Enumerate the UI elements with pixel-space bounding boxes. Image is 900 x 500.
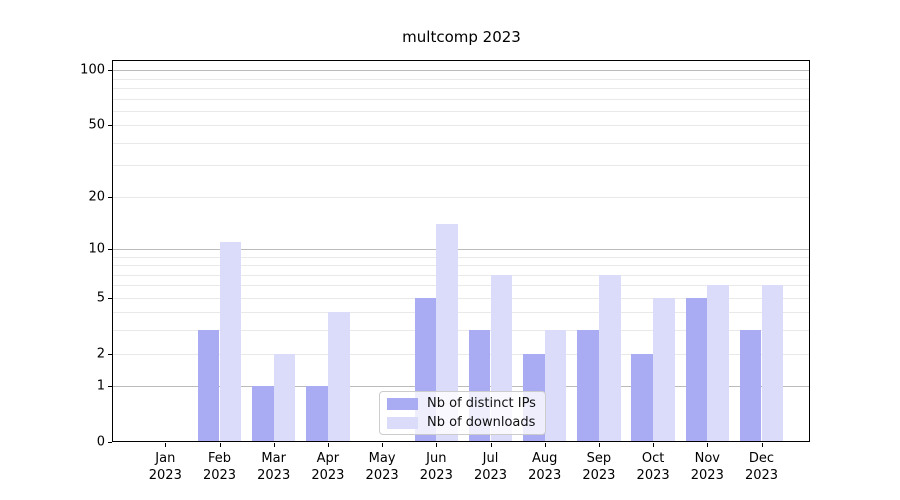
x-tick-label: Apr 2023: [311, 451, 345, 483]
bar: [252, 386, 274, 442]
x-tick: [598, 443, 600, 447]
y-tick-label: 2: [96, 346, 105, 361]
x-tick-label: Mar 2023: [257, 451, 291, 483]
y-tick-label: 10: [88, 241, 105, 257]
legend-entry: Nb of distinct IPs: [387, 396, 538, 411]
legend: Nb of distinct IPs Nb of downloads: [379, 391, 546, 435]
x-tick-label: Jun 2023: [419, 451, 453, 483]
x-tick: [382, 443, 384, 447]
x-tick: [219, 443, 221, 447]
x-tick-label: Aug 2023: [528, 451, 562, 483]
legend-swatch: [387, 397, 418, 410]
gridline-minor: [113, 88, 810, 90]
legend-label: Nb of downloads: [427, 415, 536, 430]
bar: [653, 297, 675, 442]
x-tick: [273, 443, 275, 447]
bar: [739, 330, 762, 442]
gridline-major: [113, 248, 810, 250]
legend-entry: Nb of downloads: [387, 415, 538, 430]
x-tick: [436, 443, 438, 447]
gridline-minor: [113, 98, 810, 100]
bar: [273, 353, 296, 442]
bar: [197, 330, 220, 442]
bar: [685, 297, 708, 442]
x-tick: [544, 443, 546, 447]
x-tick-label: Dec 2023: [744, 451, 779, 483]
x-tick: [653, 443, 655, 447]
bar: [631, 353, 654, 442]
bar: [598, 274, 621, 442]
x-tick: [761, 443, 763, 447]
gridline-minor: [113, 353, 810, 355]
gridline-minor: [113, 142, 810, 144]
gridline-minor: [113, 78, 810, 80]
gridline-minor: [113, 274, 810, 276]
y-tick: [108, 386, 112, 388]
x-tick: [707, 443, 709, 447]
y-tick-label: 1: [96, 378, 105, 394]
gridline-minor: [113, 330, 810, 332]
y-tick: [108, 248, 112, 250]
x-tick-label: Feb 2023: [202, 451, 237, 483]
gridline-minor: [113, 110, 810, 112]
y-tick-label: 50: [88, 117, 105, 133]
y-tick: [108, 70, 112, 72]
bar: [219, 241, 242, 442]
gridline-minor: [113, 196, 810, 198]
x-tick: [327, 443, 329, 447]
y-tick: [108, 196, 112, 198]
y-tick-label: 20: [88, 189, 105, 205]
gridline-major: [113, 70, 810, 72]
x-tick-label: Oct 2023: [636, 451, 670, 483]
gridline-minor: [113, 125, 810, 127]
x-tick: [490, 443, 492, 447]
bar: [436, 223, 458, 442]
bar: [707, 285, 729, 442]
chart-title: multcomp 2023: [402, 28, 521, 46]
bar: [761, 285, 784, 442]
bar: [577, 330, 599, 442]
y-tick: [108, 442, 112, 443]
gridline-minor: [113, 297, 810, 299]
gridline-minor: [113, 165, 810, 167]
y-tick: [108, 353, 112, 355]
y-tick: [108, 297, 112, 299]
gridline-minor: [113, 265, 810, 266]
y-tick: [108, 125, 112, 127]
bar: [306, 386, 328, 442]
gridline-major: [113, 386, 810, 388]
x-tick-label: Jan 2023: [148, 451, 182, 483]
y-tick-label: 100: [80, 62, 105, 78]
x-tick-label: May 2023: [365, 451, 399, 483]
y-tick-label: 0: [96, 434, 105, 450]
bar: [327, 312, 350, 442]
gridline-minor: [113, 256, 810, 258]
x-tick-label: Sep 2023: [582, 451, 616, 483]
x-tick-label: Nov 2023: [690, 451, 724, 483]
y-tick-label: 5: [96, 290, 105, 306]
gridline-minor: [113, 285, 810, 287]
gridline-minor: [113, 312, 810, 314]
x-tick-label: Jul 2023: [473, 451, 508, 483]
x-tick: [165, 443, 167, 447]
legend-swatch: [387, 416, 418, 429]
bar: [544, 330, 567, 442]
legend-label: Nb of distinct IPs: [427, 396, 536, 411]
